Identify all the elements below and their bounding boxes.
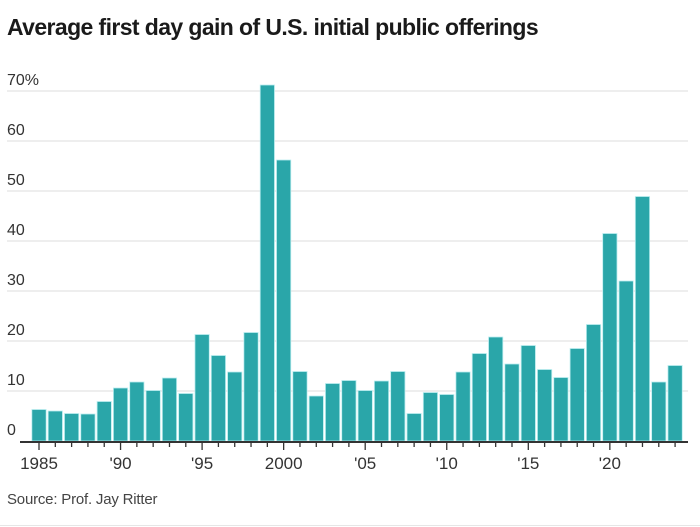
bar-2010 [439, 394, 455, 442]
x-tick-label: 1985 [20, 454, 58, 473]
bar-2019 [585, 324, 602, 442]
y-axis-labels: 0 10 20 30 40 50 60 70% [7, 72, 39, 439]
x-tick-label: '15 [517, 454, 539, 473]
bar-2005 [357, 390, 373, 442]
bar-1996 [210, 355, 226, 442]
bar-2008 [406, 413, 422, 442]
gridlines [7, 90, 688, 392]
bar-2002 [308, 395, 324, 442]
bar-2003 [325, 383, 341, 442]
x-tick-label: '05 [354, 454, 376, 473]
y-tick-label: 40 [7, 222, 25, 239]
chart-title: Average first day gain of U.S. initial p… [7, 14, 539, 40]
bar-2023 [651, 381, 667, 442]
bar-2015 [520, 345, 536, 442]
bar-2014 [504, 363, 520, 442]
bar-2017 [553, 377, 569, 442]
bar-1985 [31, 409, 47, 442]
bottom-divider [0, 525, 700, 526]
bar-1993 [161, 377, 178, 442]
bar-1990 [113, 387, 129, 442]
bar-2024 [667, 365, 683, 442]
y-tick-label: 10 [7, 372, 25, 389]
x-tick-label: '10 [436, 454, 458, 473]
bar-2011 [455, 371, 471, 442]
bar-1994 [178, 393, 194, 442]
bar-2004 [341, 380, 357, 442]
bar-1992 [145, 390, 161, 442]
bar-2016 [537, 369, 553, 442]
bar-1989 [96, 401, 112, 442]
bar-2006 [373, 380, 390, 442]
y-tick-label: 30 [7, 272, 25, 289]
y-tick-label: 70% [7, 72, 39, 89]
x-tick-label: 2000 [265, 454, 303, 473]
bar-2000 [276, 159, 292, 442]
y-tick-label: 60 [7, 122, 25, 139]
y-tick-label: 20 [7, 322, 25, 339]
bar-2007 [390, 371, 406, 442]
bars [31, 84, 683, 442]
bar-1995 [194, 334, 210, 442]
bar-2013 [488, 336, 504, 442]
x-axis: 1985 '90 '95 2000 '05 '10 '15 '20 [20, 441, 688, 473]
bar-1991 [129, 381, 145, 442]
bar-2009 [422, 392, 438, 442]
bar-2001 [292, 371, 308, 442]
bar-1999 [259, 84, 275, 442]
y-tick-label: 0 [7, 422, 16, 439]
bar-2018 [569, 348, 585, 442]
bar-1997 [227, 371, 243, 442]
source-note: Source: Prof. Jay Ritter [7, 491, 158, 508]
bar-1987 [64, 413, 80, 442]
bar-2020 [602, 233, 618, 442]
x-tick-label: '95 [191, 454, 213, 473]
x-tick-label: '90 [109, 454, 131, 473]
bar-1986 [47, 410, 63, 442]
bar-2012 [471, 353, 487, 442]
x-tick-label: '20 [599, 454, 621, 473]
bar-2021 [618, 280, 634, 442]
bar-2022 [634, 196, 651, 442]
bar-1988 [80, 413, 96, 442]
y-tick-label: 50 [7, 172, 25, 189]
bar-1998 [243, 332, 259, 442]
